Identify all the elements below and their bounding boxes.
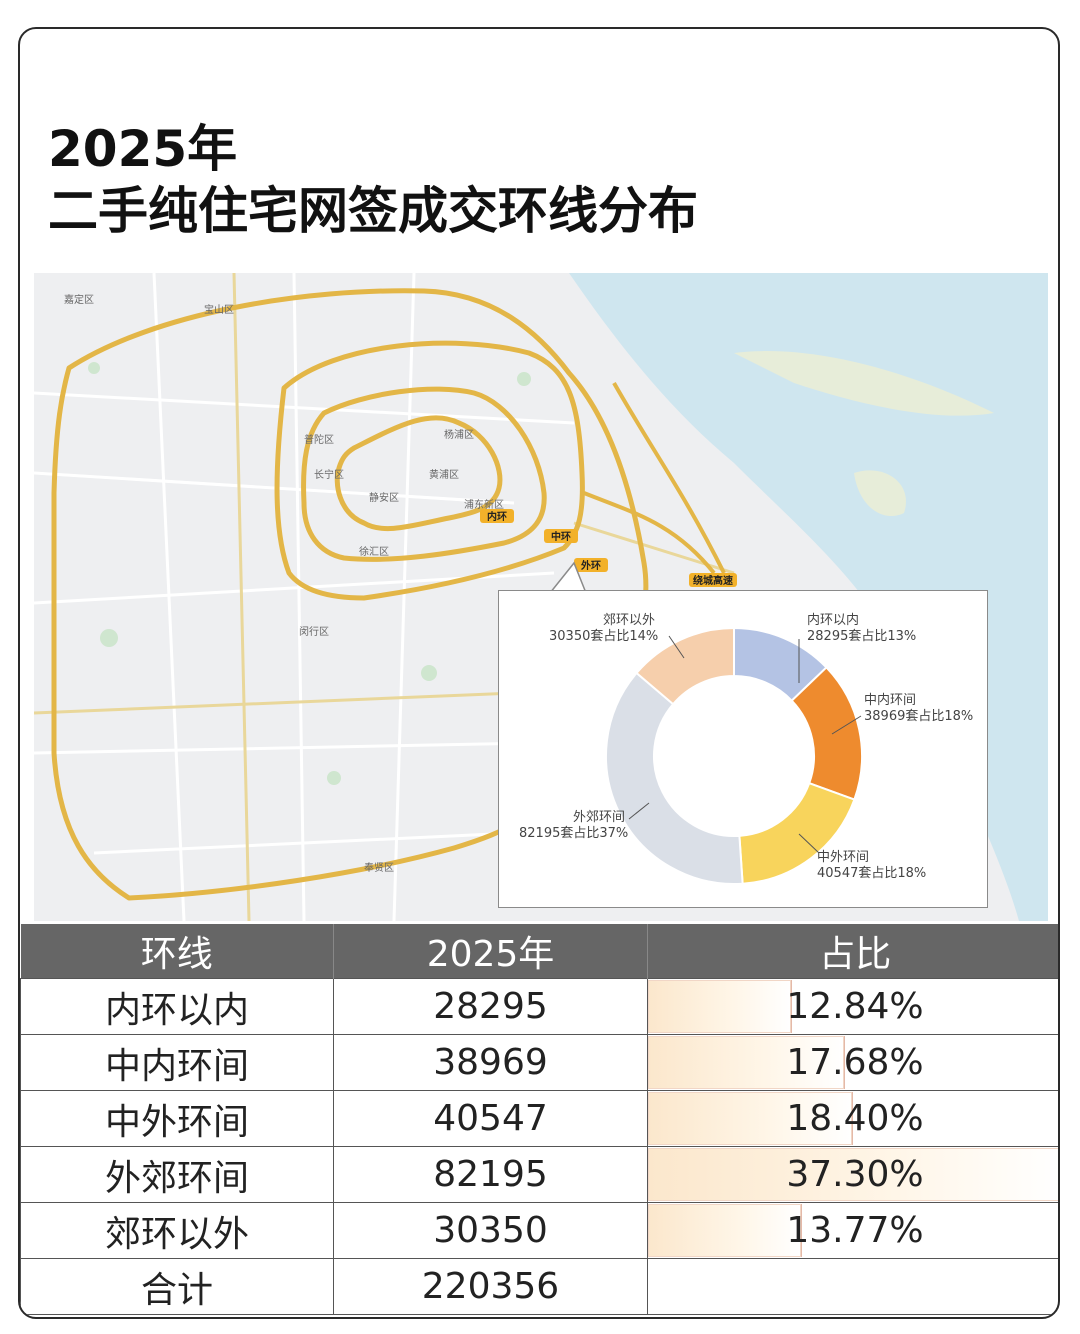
ring-distribution-table: 环线 2025年 占比 内环以内 28295 12.84% 中内环间 38969…: [20, 924, 1058, 1315]
donut-slice: [605, 671, 744, 885]
inner-ring: [334, 415, 503, 532]
river-icon: [569, 273, 1048, 921]
ring-cell: 郊环以外: [20, 1202, 334, 1259]
title-year: 2025年: [48, 120, 238, 178]
place-label: 静安区: [369, 491, 399, 504]
slice-value-label: 28295套占比13%: [807, 628, 916, 644]
table-row: 中内环间 38969 17.68%: [20, 1034, 1058, 1091]
ring-cell: 内环以内: [20, 978, 334, 1035]
slice-value-label: 30350套占比14%: [549, 628, 658, 644]
share-cell: 18.40%: [647, 1090, 1058, 1147]
expressway-label: 绕城高速: [693, 574, 733, 587]
outer-ring-label: 外环: [580, 559, 601, 572]
column-header: 2025年: [333, 924, 648, 979]
donut-slice: [635, 626, 735, 706]
share-value: 37.30%: [786, 1154, 924, 1195]
donut-chart-panel: 内环以内 28295套占比13% 中内环间 38969套占比18% 中外环间 4…: [498, 590, 988, 908]
slice-value-label: 40547套占比18%: [817, 865, 926, 881]
place-label: 徐汇区: [359, 545, 389, 558]
table-row: 中外环间 40547 18.40%: [20, 1090, 1058, 1147]
ring-cell: 中外环间: [20, 1090, 334, 1147]
slice-value-label: 82195套占比37%: [519, 825, 628, 841]
total-share-cell: [647, 1258, 1058, 1315]
count-cell: 38969: [333, 1034, 648, 1091]
middle-ring-label: 中环: [551, 530, 571, 543]
table-row: 内环以内 28295 12.84%: [20, 978, 1058, 1035]
share-value: 12.84%: [786, 986, 924, 1027]
slice-name-label: 中外环间: [817, 850, 869, 865]
table-total-row: 合计 220356: [20, 1258, 1058, 1315]
slice-name-label: 内环以内: [807, 612, 859, 628]
place-label: 普陀区: [304, 433, 334, 446]
place-label: 杨浦区: [444, 428, 474, 441]
total-count: 220356: [333, 1258, 648, 1315]
count-cell: 30350: [333, 1202, 648, 1259]
share-value: 18.40%: [786, 1098, 924, 1139]
inner-ring-label: 内环: [487, 510, 507, 523]
share-value: 13.77%: [786, 1210, 924, 1251]
table-row: 外郊环间 82195 37.30%: [20, 1146, 1058, 1203]
share-bar: [648, 980, 792, 1033]
count-cell: 40547: [333, 1090, 648, 1147]
ring-cell: 中内环间: [20, 1034, 334, 1091]
share-value: 17.68%: [786, 1042, 924, 1083]
share-bar: [648, 1204, 802, 1257]
column-header: 占比: [647, 924, 1058, 979]
place-label: 闵行区: [299, 625, 329, 638]
column-header: 环线: [20, 924, 334, 979]
outer-ring: [274, 340, 585, 601]
share-cell: 37.30%: [647, 1146, 1058, 1203]
middle-ring: [301, 386, 547, 562]
place-label: 奉贤区: [364, 861, 394, 874]
share-cell: 13.77%: [647, 1202, 1058, 1259]
share-cell: 17.68%: [647, 1034, 1058, 1091]
share-cell: 12.84%: [647, 978, 1058, 1035]
share-bar: [648, 1092, 854, 1145]
count-cell: 28295: [333, 978, 648, 1035]
infographic-card: 2025年 二手纯住宅网签成交环线分布: [18, 27, 1060, 1319]
place-label: 长宁区: [314, 468, 344, 481]
slice-value-label: 38969套占比18%: [864, 708, 973, 724]
count-cell: 82195: [333, 1146, 648, 1203]
table-header-row: 环线 2025年 占比: [20, 924, 1058, 979]
place-label: 宝山区: [204, 303, 234, 316]
share-bar: [648, 1148, 1058, 1201]
place-label: 黄浦区: [429, 468, 459, 481]
table-row: 郊环以外 30350 13.77%: [20, 1202, 1058, 1259]
total-label: 合计: [20, 1258, 334, 1315]
slice-name-label: 郊环以外: [603, 612, 655, 628]
share-bar: [648, 1036, 846, 1089]
slice-name-label: 中内环间: [864, 692, 916, 708]
title-main: 二手纯住宅网签成交环线分布: [48, 182, 698, 240]
place-label: 浦东新区: [464, 498, 504, 511]
ring-cell: 外郊环间: [20, 1146, 334, 1203]
donut-chart: 内环以内 28295套占比13% 中内环间 38969套占比18% 中外环间 4…: [519, 612, 973, 885]
place-label: 嘉定区: [64, 293, 94, 306]
slice-name-label: 外郊环间: [573, 809, 625, 825]
